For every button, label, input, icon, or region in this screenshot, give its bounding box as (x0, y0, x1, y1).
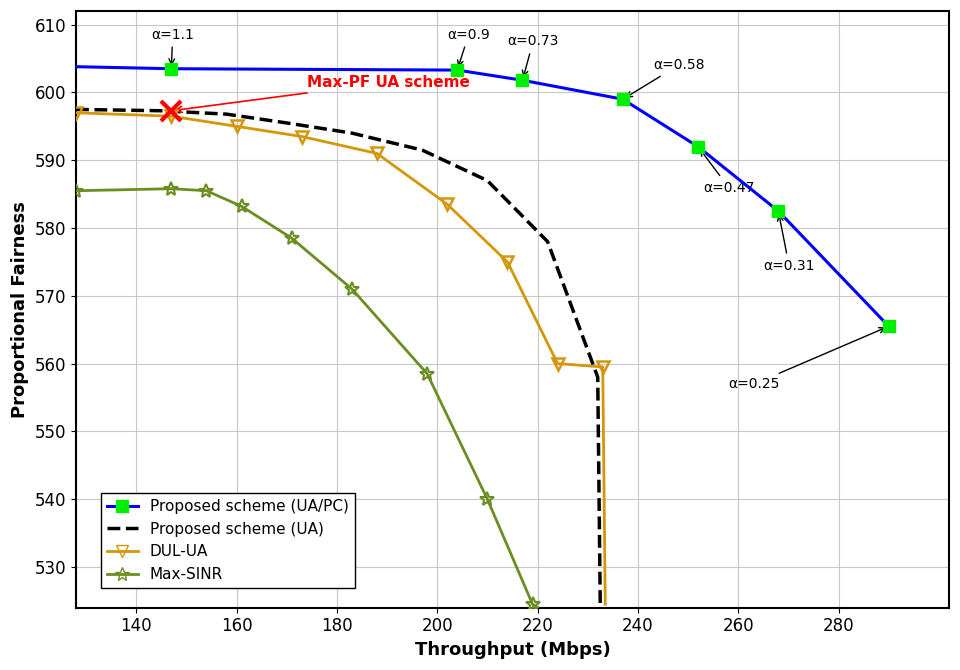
DUL-UA (372, 149, 383, 157)
DUL-UA (296, 133, 307, 141)
Text: α=0.58: α=0.58 (627, 58, 705, 97)
Proposed scheme (UA) (592, 373, 604, 381)
DUL-UA (597, 363, 609, 371)
Proposed scheme (UA) (482, 177, 493, 185)
Proposed scheme (UA) (541, 238, 553, 246)
DUL-UA (165, 112, 177, 120)
DUL-UA (70, 109, 82, 117)
Text: Max-PF UA scheme: Max-PF UA scheme (176, 75, 469, 113)
Max-SINR (527, 600, 539, 608)
Line: Proposed scheme (UA/PC): Proposed scheme (UA/PC) (76, 67, 889, 326)
Proposed scheme (UA/PC) (516, 76, 528, 84)
Proposed scheme (UA) (347, 129, 358, 137)
Max-SINR (201, 187, 212, 195)
Proposed scheme (UA) (221, 110, 232, 118)
Line: Max-SINR: Max-SINR (69, 182, 540, 611)
DUL-UA (502, 258, 514, 266)
DUL-UA (442, 200, 453, 208)
Max-SINR (347, 285, 358, 293)
Max-SINR (421, 370, 433, 378)
Text: α=0.47: α=0.47 (701, 150, 755, 194)
Max-SINR (236, 202, 248, 210)
X-axis label: Throughput (Mbps): Throughput (Mbps) (415, 641, 611, 659)
Max-SINR (482, 495, 493, 503)
Text: α=0.31: α=0.31 (763, 215, 815, 273)
Max-SINR (286, 234, 298, 243)
Max-SINR (70, 187, 82, 195)
Line: DUL-UA: DUL-UA (70, 107, 609, 373)
DUL-UA (230, 123, 242, 131)
Y-axis label: Proportional Fairness: Proportional Fairness (12, 201, 29, 418)
Proposed scheme (UA) (417, 146, 428, 154)
Proposed scheme (UA/PC) (70, 63, 82, 71)
Text: α=0.25: α=0.25 (729, 328, 885, 391)
Proposed scheme (UA/PC) (773, 207, 784, 215)
Proposed scheme (UA/PC) (165, 65, 177, 73)
Text: α=0.73: α=0.73 (508, 34, 559, 76)
Proposed scheme (UA) (156, 107, 167, 115)
Proposed scheme (UA/PC) (692, 143, 704, 151)
Max-SINR (165, 185, 177, 193)
Text: α=0.9: α=0.9 (447, 27, 490, 66)
Legend: Proposed scheme (UA/PC), Proposed scheme (UA), DUL-UA, Max-SINR: Proposed scheme (UA/PC), Proposed scheme… (101, 493, 355, 588)
Proposed scheme (UA/PC) (617, 95, 629, 103)
Proposed scheme (UA/PC) (451, 66, 463, 74)
Proposed scheme (UA) (594, 600, 606, 608)
Proposed scheme (UA) (70, 105, 82, 113)
Text: α=1.1: α=1.1 (152, 27, 194, 64)
DUL-UA (552, 360, 564, 368)
Proposed scheme (UA/PC) (883, 322, 895, 330)
Line: Proposed scheme (UA): Proposed scheme (UA) (76, 109, 600, 604)
Proposed scheme (UA) (281, 119, 293, 127)
